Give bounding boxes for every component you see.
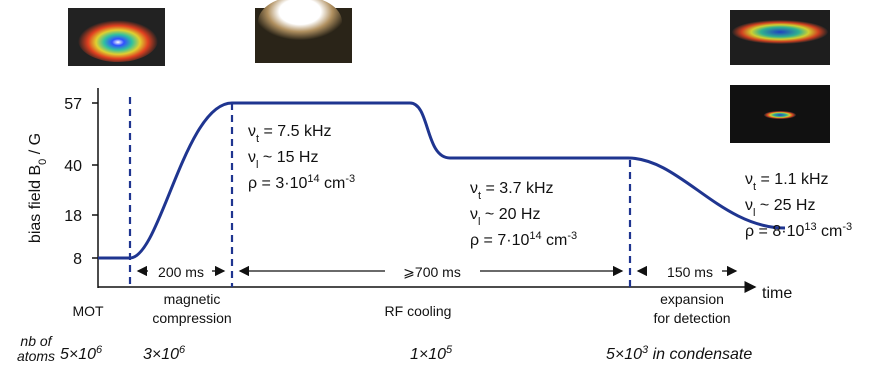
atoms-label: nb of: [20, 333, 53, 349]
phase-label: MOT: [72, 303, 104, 319]
parameter: νt = 3.7 kHz: [470, 180, 554, 202]
text-part: 14: [529, 230, 541, 242]
atom-count: 5×106: [60, 344, 103, 363]
text-part: ν: [745, 171, 753, 188]
y-tick-label: 8: [73, 251, 82, 268]
y-axis-label: bias field B0 / G: [27, 133, 49, 243]
text-part: ρ = 7·10: [470, 232, 529, 249]
text-part: -3: [567, 230, 577, 242]
text-part: 3×10: [143, 346, 179, 363]
parameter: ρ = 7·1014 cm-3: [470, 230, 577, 249]
atom-count: 1×105: [410, 344, 453, 363]
text-part: in condensate: [648, 346, 752, 363]
text-part: = 1.1 kHz: [756, 171, 828, 188]
phase-label: magnetic: [164, 291, 221, 307]
atoms-label: atoms: [17, 348, 55, 364]
field-curve: [98, 103, 785, 258]
text-part: 6: [96, 344, 103, 356]
atom-count: 5×103 in condensate: [606, 344, 752, 363]
text-part: 1×10: [410, 346, 446, 363]
text-part: cm: [542, 232, 568, 249]
text-part: ν: [248, 149, 256, 166]
parameter: ρ = 8·1013 cm-3: [745, 221, 852, 240]
text-part: 5×10: [60, 346, 96, 363]
text-part: ~ 25 Hz: [755, 197, 815, 214]
text-part: ν: [248, 123, 256, 140]
parameter: νt = 1.1 kHz: [745, 171, 829, 193]
text-part: cm: [817, 223, 843, 240]
phase-label: expansion: [660, 291, 724, 307]
y-tick-label: 18: [64, 208, 82, 225]
phase-label: compression: [152, 310, 231, 326]
y-tick-label: 57: [64, 96, 82, 113]
text-part: bias field B: [27, 165, 44, 243]
phase-label: RF cooling: [385, 303, 452, 319]
text-part: ν: [470, 180, 478, 197]
parameter: νl ~ 20 Hz: [470, 206, 540, 228]
text-part: -3: [345, 173, 355, 185]
text-part: cm: [320, 175, 346, 192]
phase-label: for detection: [653, 310, 730, 326]
text-part: / G: [27, 133, 44, 159]
text-part: ν: [745, 197, 753, 214]
text-part: -3: [842, 221, 852, 233]
y-tick-label: 40: [64, 158, 82, 175]
duration-label: 200 ms: [158, 264, 204, 280]
text-part: 6: [179, 344, 186, 356]
text-part: ρ = 3·10: [248, 175, 307, 192]
x-axis-label: time: [762, 285, 792, 302]
text-part: ~ 20 Hz: [480, 206, 540, 223]
text-part: ~ 15 Hz: [258, 149, 318, 166]
text-part: 13: [804, 221, 816, 233]
atom-count: 3×106: [143, 344, 186, 363]
figure: bias field B0 / G 57 40 18 8 time 200 ms ⩾700 m…: [0, 0, 891, 368]
duration-label: 150 ms: [667, 264, 713, 280]
duration-label: ⩾700 ms: [403, 264, 461, 280]
text-part: 5×10: [606, 346, 642, 363]
text-part: 14: [307, 173, 319, 185]
parameter: νt = 7.5 kHz: [248, 123, 332, 145]
cloud-images: [68, 0, 830, 143]
phase-dividers: [130, 97, 630, 287]
text-part: ρ = 8·10: [745, 223, 804, 240]
text-part: ν: [470, 206, 478, 223]
text-part: = 3.7 kHz: [481, 180, 553, 197]
text-part: = 7.5 kHz: [259, 123, 331, 140]
parameter: νl ~ 25 Hz: [745, 197, 815, 219]
parameter: νl ~ 15 Hz: [248, 149, 318, 171]
parameter: ρ = 3·1014 cm-3: [248, 173, 355, 192]
text-part: 5: [446, 344, 453, 356]
